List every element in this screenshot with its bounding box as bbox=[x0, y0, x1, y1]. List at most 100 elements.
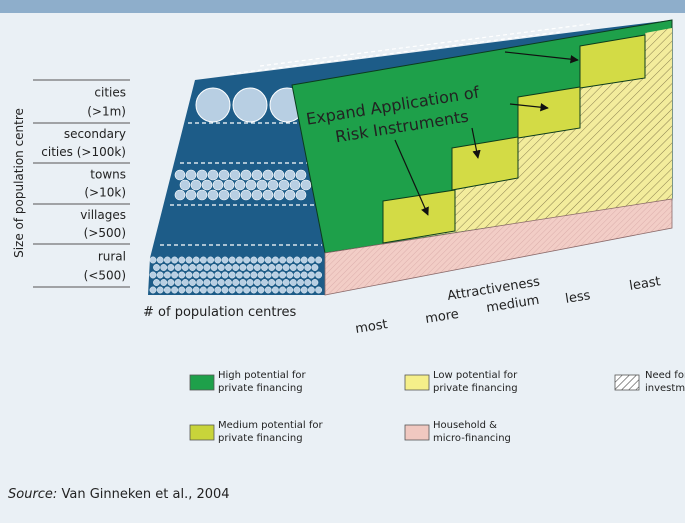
circle-small bbox=[185, 271, 193, 279]
arrows bbox=[394, 51, 579, 216]
circle-medium bbox=[251, 189, 263, 201]
attractiveness-level: less bbox=[564, 288, 591, 307]
circle-small bbox=[297, 264, 304, 271]
circle-small bbox=[156, 286, 164, 294]
circle-small bbox=[271, 286, 279, 294]
circle-small bbox=[279, 286, 286, 294]
circle-medium bbox=[267, 179, 279, 191]
x-axis-label: # of population centres bbox=[143, 305, 297, 320]
circle-small bbox=[275, 264, 283, 271]
circle-small bbox=[282, 264, 290, 271]
legend-swatch bbox=[189, 424, 215, 441]
circle-small bbox=[282, 279, 290, 286]
circle-medium bbox=[190, 179, 202, 191]
circle-small bbox=[174, 264, 182, 271]
legend-label: private financing bbox=[218, 433, 303, 444]
size-level-label: rural bbox=[98, 249, 126, 263]
circle-small bbox=[235, 271, 243, 279]
circle-small bbox=[253, 264, 261, 271]
circle-medium bbox=[251, 169, 263, 181]
legend-label: micro-financing bbox=[433, 433, 511, 444]
circle-small bbox=[189, 279, 196, 286]
circle-small bbox=[268, 279, 276, 286]
source: Source: Van Ginneken et al., 2004 bbox=[8, 487, 230, 502]
size-level-label: (>500) bbox=[84, 226, 126, 240]
circle-small bbox=[257, 256, 265, 264]
circle-medium bbox=[229, 189, 241, 201]
legend-swatch bbox=[404, 374, 430, 391]
circle-medium bbox=[234, 179, 246, 191]
circle-small bbox=[192, 271, 200, 279]
circle-small bbox=[246, 264, 254, 271]
circle-medium bbox=[262, 169, 274, 181]
circle-small bbox=[192, 256, 200, 264]
circle-medium bbox=[207, 189, 219, 201]
circle-small bbox=[221, 286, 229, 294]
circle-medium bbox=[273, 169, 285, 181]
circle-small bbox=[228, 271, 236, 279]
circle-small bbox=[178, 286, 186, 294]
circle-small bbox=[250, 271, 258, 279]
circle-small bbox=[279, 256, 286, 264]
circle-medium bbox=[218, 169, 230, 181]
circle-small bbox=[271, 271, 279, 279]
hatched-area bbox=[383, 28, 672, 243]
attractiveness-level: most bbox=[354, 317, 388, 337]
circle-small bbox=[163, 256, 171, 264]
circle-small bbox=[253, 279, 261, 286]
circle-small bbox=[271, 256, 279, 264]
circle-small bbox=[293, 271, 301, 279]
circle-small bbox=[261, 264, 268, 271]
top-bar bbox=[0, 0, 685, 13]
legend-label: private financing bbox=[218, 383, 303, 394]
size-levels: cities (>1m) secondary cities (>100k) towns (… bbox=[33, 79, 130, 288]
circle-small bbox=[207, 271, 215, 279]
circle-small bbox=[149, 286, 157, 294]
size-level-label: (>1m) bbox=[87, 104, 126, 118]
attractiveness-level: more bbox=[424, 307, 460, 327]
circle-small bbox=[300, 286, 308, 294]
circle-small bbox=[178, 256, 186, 264]
legend-label: private financing bbox=[433, 383, 518, 394]
circle-medium bbox=[223, 179, 235, 191]
circle-small bbox=[279, 271, 286, 279]
circle-medium bbox=[174, 169, 186, 181]
circle-small bbox=[293, 286, 301, 294]
circle-medium bbox=[185, 169, 197, 181]
circle-small bbox=[315, 286, 322, 294]
circle-small bbox=[153, 264, 160, 271]
circle-small bbox=[185, 256, 193, 264]
circle-small bbox=[167, 279, 175, 286]
circle-small bbox=[275, 279, 283, 286]
circle-small bbox=[246, 279, 254, 286]
circle-small bbox=[196, 279, 204, 286]
circle-small bbox=[163, 286, 171, 294]
circle-medium bbox=[289, 179, 301, 191]
circle-small bbox=[217, 279, 225, 286]
circle-small bbox=[199, 286, 207, 294]
circle-small bbox=[160, 264, 168, 271]
size-level-label: villages bbox=[80, 208, 126, 222]
circle-small bbox=[307, 286, 315, 294]
circle-small bbox=[250, 286, 258, 294]
circle-medium bbox=[245, 179, 257, 191]
circle-small bbox=[156, 256, 164, 264]
circle-small bbox=[300, 271, 308, 279]
size-level-label: (>10k) bbox=[84, 186, 126, 200]
circle-small bbox=[307, 271, 315, 279]
yellow-steps bbox=[382, 34, 646, 244]
circle-small bbox=[192, 286, 200, 294]
attractiveness-level: least bbox=[628, 274, 661, 294]
circle-small bbox=[228, 256, 236, 264]
circle-small bbox=[189, 264, 196, 271]
circle-small bbox=[268, 264, 276, 271]
circle-medium bbox=[179, 179, 191, 191]
population-circles bbox=[149, 87, 322, 294]
circle-small bbox=[243, 256, 251, 264]
circle-small bbox=[156, 271, 164, 279]
circle-medium bbox=[273, 189, 285, 201]
circle-large bbox=[232, 87, 268, 123]
circle-small bbox=[171, 256, 179, 264]
circle-medium bbox=[174, 189, 186, 201]
